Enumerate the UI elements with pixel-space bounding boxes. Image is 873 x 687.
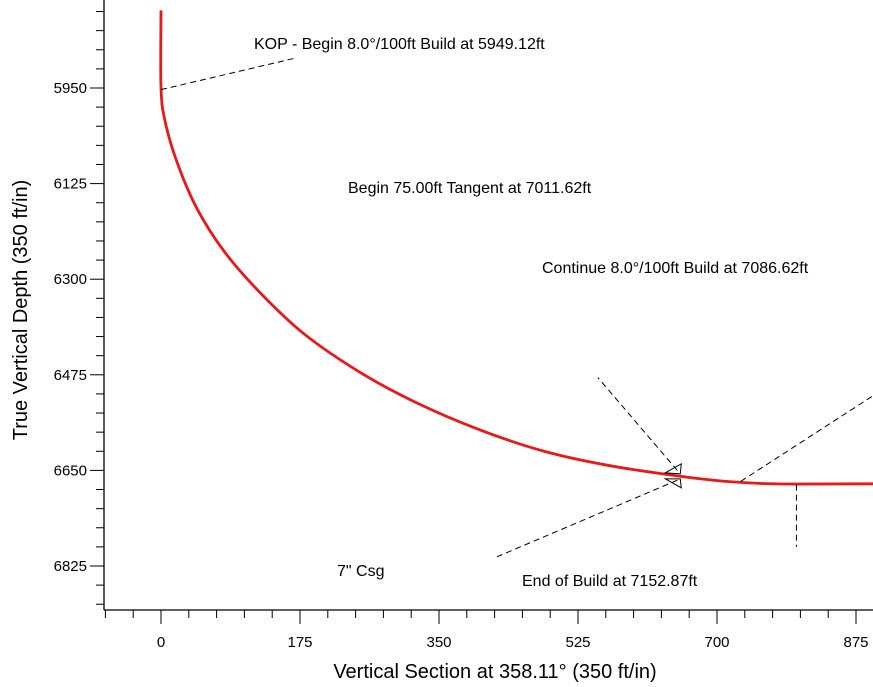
annotation-label-4: 7" Csg xyxy=(337,563,384,580)
annotation-label-0: KOP - Begin 8.0°/100ft Build at 5949.12f… xyxy=(254,36,545,53)
y-tick-label: 6125 xyxy=(54,176,87,193)
annotation-leader-4 xyxy=(494,479,678,559)
y-tick-label: 6650 xyxy=(54,462,87,479)
x-tick-label: 875 xyxy=(843,634,868,651)
x-axis-title: Vertical Section at 358.11° (350 ft/in) xyxy=(333,661,656,683)
annotation-leader-0 xyxy=(160,57,297,91)
annotations: KOP - Begin 8.0°/100ft Build at 5949.12f… xyxy=(160,36,873,590)
x-tick-label: 700 xyxy=(704,634,729,651)
y-tick-label: 6475 xyxy=(54,367,87,384)
annotation-leader-2 xyxy=(740,395,873,482)
chart-axes: 0175350525700875105012255950612563006475… xyxy=(54,0,873,651)
x-tick-label: 175 xyxy=(287,634,312,651)
annotation-label-2: Continue 8.0°/100ft Build at 7086.62ft xyxy=(542,260,809,277)
y-tick-label: 6825 xyxy=(54,558,87,575)
annotation-label-3: End of Build at 7152.87ft xyxy=(522,573,698,590)
x-tick-label: 0 xyxy=(157,634,165,651)
annotation-label-1: Begin 75.00ft Tangent at 7011.62ft xyxy=(348,180,592,197)
y-tick-label: 5950 xyxy=(54,80,87,97)
x-tick-label: 525 xyxy=(565,634,590,651)
x-tick-label: 350 xyxy=(426,634,451,651)
casing-marker-bottom xyxy=(663,478,682,489)
y-tick-label: 6300 xyxy=(54,271,87,288)
wellpath-line-0 xyxy=(159,10,873,486)
casing-marker-top xyxy=(663,462,682,475)
plot-area xyxy=(159,10,873,489)
y-axis-title: True Vertical Depth (350 ft/in) xyxy=(10,180,32,441)
annotation-leader-1 xyxy=(597,377,678,471)
